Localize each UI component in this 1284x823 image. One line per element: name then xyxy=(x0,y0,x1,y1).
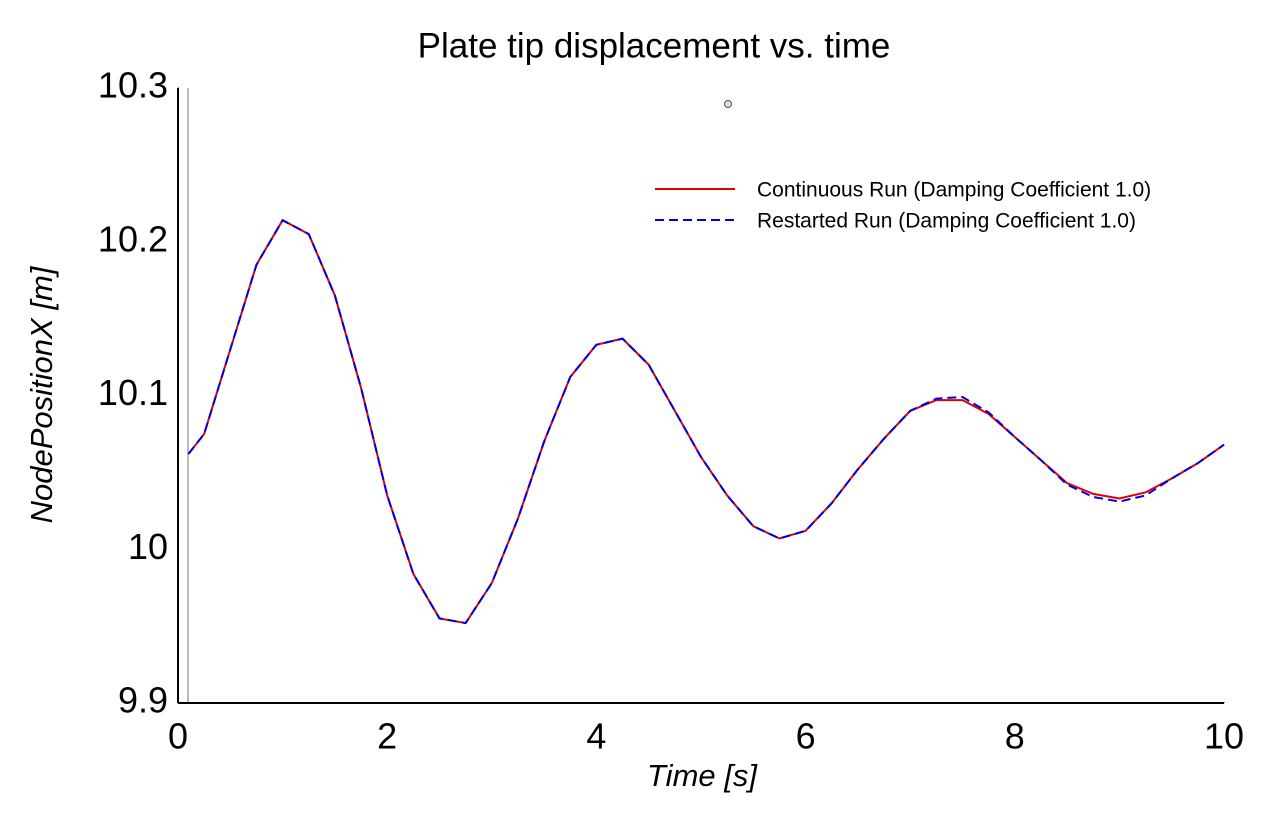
x-tick-label: 2 xyxy=(377,716,397,757)
y-tick-label: 10.3 xyxy=(98,65,168,106)
chart-title: Plate tip displacement vs. time xyxy=(418,26,891,65)
legend-label: Continuous Run (Damping Coefficient 1.0) xyxy=(757,179,1151,202)
y-axis-label: NodePositionX [m] xyxy=(24,265,59,523)
probe-dot xyxy=(724,100,732,108)
x-tick-label: 4 xyxy=(586,716,606,757)
x-axis-label: Time [s] xyxy=(647,758,758,793)
legend-label: Restarted Run (Damping Coefficient 1.0) xyxy=(757,210,1136,233)
x-tick-label: 8 xyxy=(1005,716,1025,757)
x-tick-label: 0 xyxy=(168,716,188,757)
y-tick-label: 10 xyxy=(128,526,168,567)
x-tick-label: 10 xyxy=(1204,716,1244,757)
y-tick-label: 9.9 xyxy=(118,680,168,721)
y-tick-label: 10.1 xyxy=(98,372,168,413)
series-line xyxy=(187,218,1225,625)
series-line xyxy=(187,218,1225,625)
x-tick-label: 6 xyxy=(796,716,816,757)
y-tick-label: 10.2 xyxy=(98,218,168,259)
